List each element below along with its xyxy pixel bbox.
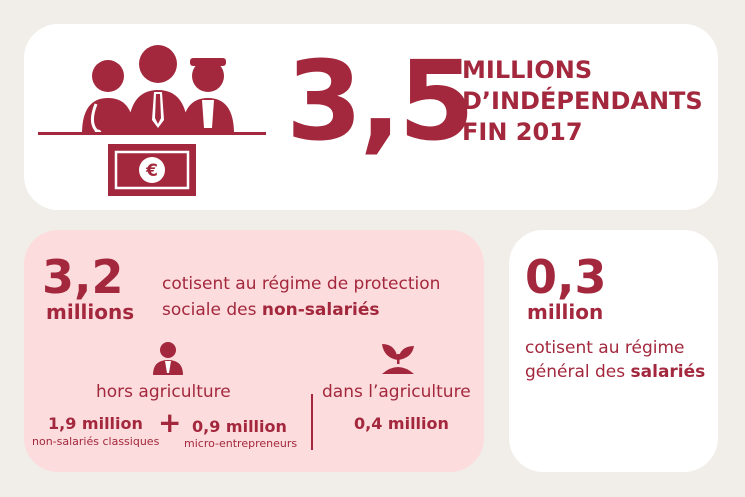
workers-group-icon: € — [38, 45, 266, 196]
headline-number: 3,5 — [286, 37, 475, 165]
agriculture-value: 0,4 million — [354, 414, 449, 433]
salaries-desc-line2: général des salariés — [525, 362, 705, 382]
seedling-icon — [382, 344, 414, 374]
salaries-desc-line1: cotisent au régime — [525, 338, 685, 358]
headline-line3: FIN 2017 — [462, 118, 583, 146]
svg-text:€: € — [145, 161, 158, 181]
euro-banknote-icon: € — [108, 144, 196, 196]
non-salaries-desc-line1: cotisent au régime de protection — [162, 274, 441, 294]
desc-bold: salariés — [630, 362, 706, 382]
dans-agriculture-label: dans l’agriculture — [322, 382, 471, 402]
non-salaries-number: 3,2 — [42, 250, 124, 304]
micro-label: micro-entrepreneurs — [184, 437, 298, 450]
plus-sign: + — [158, 406, 182, 439]
desc-prefix: général des — [525, 362, 631, 382]
non-salaries-unit: millions — [46, 300, 135, 324]
micro-value: 0,9 million — [192, 417, 287, 436]
salaries-card: 0,3 million cotisent au régime général d… — [509, 230, 718, 472]
classiques-value: 1,9 million — [48, 414, 143, 433]
salaries-number: 0,3 — [525, 250, 607, 304]
headline-line1: MILLIONS — [462, 56, 593, 84]
non-salaries-card: 3,2 millions cotisent au régime de prote… — [24, 230, 484, 472]
non-salaries-desc-line2: sociale des non-salariés — [162, 300, 380, 320]
headline-card: € 3,5 MILLIONS D’INDÉPENDANTS FIN 2017 — [24, 24, 718, 210]
desc-prefix: sociale des — [162, 300, 262, 320]
hors-agriculture-label: hors agriculture — [96, 382, 231, 402]
headline-line2: D’INDÉPENDANTS — [462, 87, 703, 115]
section-divider — [311, 394, 313, 450]
businessperson-icon — [153, 342, 183, 375]
desc-bold: non-salariés — [261, 300, 380, 320]
classiques-label: non-salariés classiques — [32, 435, 160, 448]
salaries-unit: million — [527, 300, 604, 324]
